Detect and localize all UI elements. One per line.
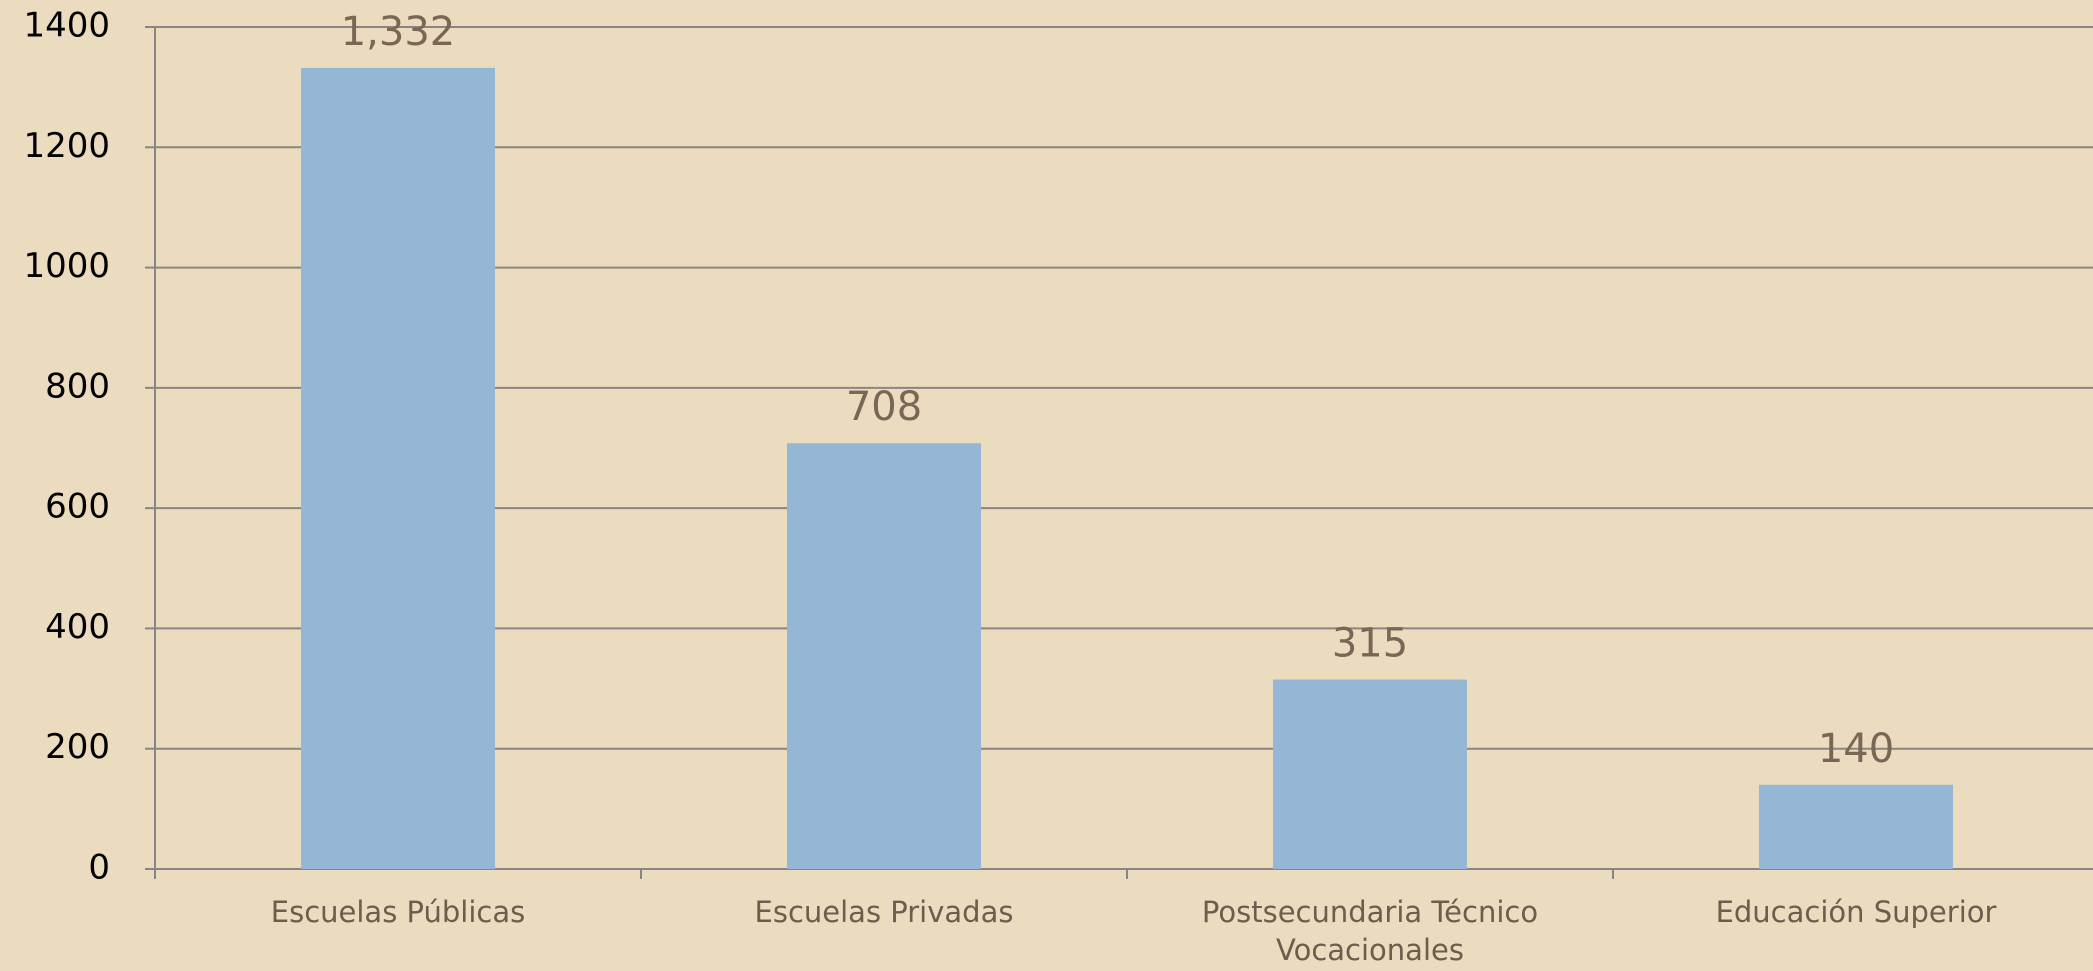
x-tick-label: Escuelas Privadas <box>754 895 1014 929</box>
y-tick-label: 200 <box>45 727 110 767</box>
y-tick-label: 1400 <box>23 6 110 46</box>
bar <box>1759 784 1953 869</box>
x-tick-label: Educación Superior <box>1715 895 1997 929</box>
y-tick-label: 800 <box>45 366 110 406</box>
data-label: 140 <box>1818 726 1894 772</box>
bar <box>787 443 981 869</box>
data-label: 1,332 <box>341 9 456 55</box>
data-label: 315 <box>1332 621 1408 667</box>
x-tick-label: Escuelas Públicas <box>270 895 526 929</box>
y-tick-label: 1200 <box>23 126 110 166</box>
y-tick-label: 1000 <box>23 246 110 286</box>
y-tick-label: 600 <box>45 487 110 527</box>
x-tick-label: Postsecundaria Técnico Vocacionales <box>1201 895 1539 967</box>
y-tick-label: 400 <box>45 607 110 647</box>
bar <box>301 67 495 869</box>
y-tick-label: 0 <box>88 848 110 888</box>
bar <box>1273 679 1467 869</box>
data-label: 708 <box>846 384 922 430</box>
